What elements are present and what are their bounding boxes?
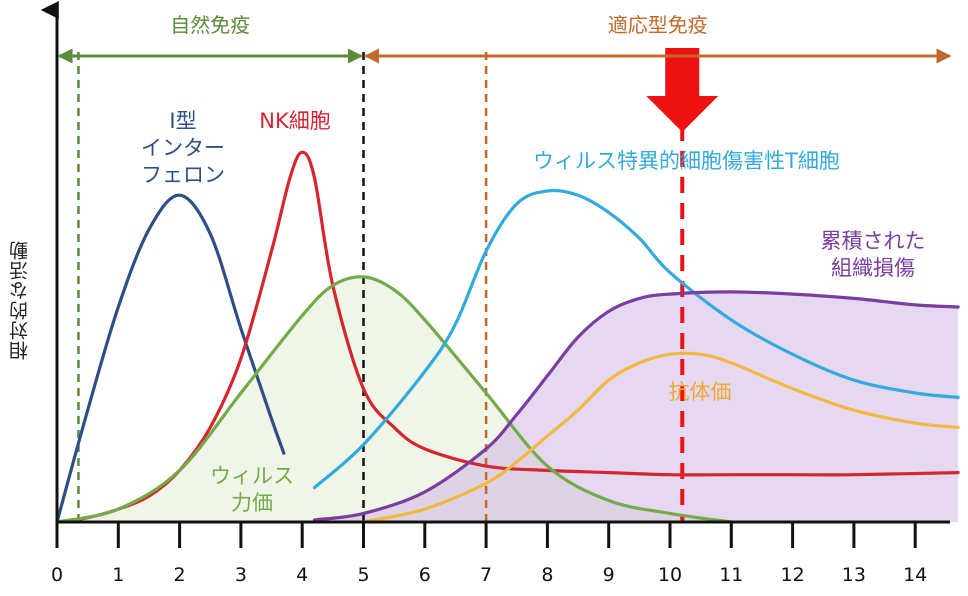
ctl-label: ウィルス特異的細胞傷害性T細胞: [533, 149, 840, 173]
antibody-label: 抗体価: [669, 380, 732, 404]
virus-titer-label: ウィルス力価: [210, 464, 294, 515]
x-tick-label: 0: [51, 564, 63, 586]
innate-immunity-label: 自然免疫: [170, 13, 250, 37]
virus-titer-line: [55, 275, 733, 524]
x-tick-label: 11: [719, 564, 743, 586]
x-tick-label: 10: [658, 564, 682, 586]
x-tick-label: 8: [541, 564, 553, 586]
x-tick-label: 1: [112, 564, 124, 586]
x-tick-label: 9: [603, 564, 615, 586]
red-down-arrow-icon: [646, 48, 719, 132]
x-tick-label: 5: [357, 564, 369, 586]
interferon-label: I型インターフェロン: [141, 109, 225, 187]
adaptive-immunity-label: 適応型免疫: [608, 13, 708, 37]
virus-titer-area: [57, 276, 732, 522]
x-tick-label: 7: [480, 564, 492, 586]
x-tick-label: 13: [842, 564, 866, 586]
x-tick-label: 3: [235, 564, 247, 586]
x-tick-label: 12: [781, 564, 805, 586]
x-tick-label: 2: [174, 564, 186, 586]
antibody-line: [361, 351, 960, 524]
nk-cell-label: NK細胞: [259, 109, 330, 133]
x-tick-label: 4: [296, 564, 308, 586]
interferon-line: [55, 193, 286, 524]
x-tick-label: 14: [903, 564, 927, 586]
tissue-damage-line: [312, 290, 960, 522]
tissue-damage-label: 累積された組織損傷: [821, 229, 926, 280]
ctl-line: [312, 188, 960, 490]
x-tick-label: 6: [419, 564, 431, 586]
